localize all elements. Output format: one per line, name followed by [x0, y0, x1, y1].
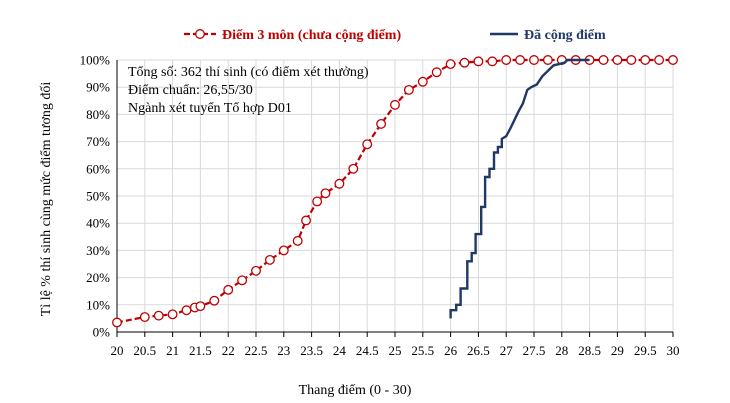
- data-point-3-mon: [278, 245, 289, 256]
- data-point-3-mon: [376, 118, 387, 129]
- data-point-3-mon: [403, 84, 414, 95]
- x-tick-label: 25: [389, 343, 402, 358]
- y-tick-label: 30%: [86, 243, 110, 258]
- x-tick-label: 23.5: [300, 343, 323, 358]
- data-point-3-mon: [167, 309, 178, 320]
- y-tick-label: 90%: [86, 80, 110, 95]
- annotation-cutoff: Điểm chuẩn: 26,55/30: [128, 83, 253, 98]
- y-tick-label: 80%: [86, 107, 110, 122]
- x-tick-label: 28: [555, 343, 568, 358]
- y-tick-label: 60%: [86, 161, 110, 176]
- data-point-3-mon: [529, 55, 539, 65]
- x-tick-label: 23: [277, 343, 290, 358]
- x-tick-label: 27: [500, 343, 514, 358]
- x-tick-label: 21.5: [189, 343, 212, 358]
- data-point-3-mon: [223, 284, 234, 295]
- data-point-3-mon: [348, 163, 359, 174]
- y-tick-label: 50%: [86, 189, 110, 204]
- x-tick-label: 22: [222, 343, 235, 358]
- data-point-3-mon: [301, 215, 311, 226]
- x-tick-label: 24.5: [356, 343, 379, 358]
- data-point-3-mon: [542, 55, 553, 65]
- data-point-3-mon: [209, 295, 220, 306]
- data-point-3-mon: [487, 56, 498, 67]
- y-tick-label: 20%: [86, 270, 110, 285]
- data-point-3-mon: [654, 55, 665, 65]
- y-tick-label: 0%: [93, 325, 111, 340]
- data-point-3-mon: [362, 139, 373, 150]
- legend-label-3-mon: Điểm 3 môn (chưa cộng điểm): [222, 28, 401, 43]
- x-tick-label: 20: [111, 343, 124, 358]
- data-point-3-mon: [153, 310, 164, 321]
- axes: [116, 60, 674, 337]
- legend-marker-3-mon: [195, 29, 205, 39]
- data-point-3-mon: [195, 301, 206, 312]
- annotation-total: Tổng số: 362 thí sinh (có điểm xét thưởn…: [128, 65, 369, 80]
- x-tick-labels: 20 20.5 21 21.5 22 22.5 23 23.5 24 24.5 25 25.5 26 26…: [111, 343, 680, 358]
- data-point-3-mon: [459, 57, 470, 68]
- data-point-3-mon: [515, 55, 526, 65]
- x-tick-label: 20.5: [133, 343, 156, 358]
- y-tick-label: 100%: [80, 53, 111, 68]
- x-tick-label: 29: [611, 343, 624, 358]
- x-tick-label: 29.5: [634, 343, 657, 358]
- data-point-3-mon: [626, 55, 637, 65]
- x-tick-label: 28.5: [578, 343, 601, 358]
- y-axis-title: Tỉ lệ % thí sinh cùng mức điểm tương đối: [39, 82, 54, 317]
- series-layer: [112, 55, 678, 328]
- data-point-3-mon: [501, 55, 512, 65]
- data-point-3-mon: [112, 317, 122, 328]
- data-point-3-mon: [251, 265, 261, 276]
- data-point-3-mon: [668, 55, 678, 65]
- data-point-3-mon: [334, 178, 345, 189]
- data-point-3-mon: [139, 312, 150, 322]
- data-point-3-mon: [640, 55, 651, 65]
- data-point-3-mon: [292, 235, 303, 246]
- data-point-3-mon: [445, 59, 456, 70]
- x-tick-label: 27.5: [523, 343, 546, 358]
- legend: Điểm 3 môn (chưa cộng điểm) Đã cộng điểm: [184, 28, 606, 43]
- data-point-3-mon: [390, 99, 400, 110]
- y-tick-label: 70%: [86, 134, 110, 149]
- data-point-3-mon: [612, 55, 623, 65]
- legend-label-da-cong-diem: Đã cộng điểm: [524, 28, 606, 43]
- data-point-3-mon: [181, 305, 192, 316]
- x-tick-label: 24: [333, 343, 347, 358]
- x-tick-label: 30: [667, 343, 680, 358]
- y-tick-label: 40%: [86, 216, 110, 231]
- x-tick-label: 21: [166, 343, 179, 358]
- x-tick-label: 26.5: [467, 343, 490, 358]
- data-point-3-mon: [237, 275, 248, 286]
- grid: [117, 59, 674, 332]
- data-point-3-mon: [264, 254, 275, 265]
- data-point-3-mon: [312, 196, 323, 207]
- data-point-3-mon: [417, 76, 428, 87]
- data-point-3-mon: [431, 67, 442, 78]
- series-line-da-cong-diem: [449, 58, 590, 319]
- y-tick-labels: 0% 10% 20% 30% 40% 50% 60% 70% 80% 90% 100%: [80, 53, 111, 340]
- y-tick-label: 10%: [86, 297, 110, 312]
- data-point-3-mon: [473, 56, 484, 67]
- annotation-program: Ngành xét tuyển Tổ hợp D01: [128, 101, 292, 116]
- x-tick-label: 25.5: [411, 343, 434, 358]
- x-axis-title: Thang điểm (0 - 30): [299, 383, 412, 398]
- data-point-3-mon: [320, 188, 331, 199]
- data-point-3-mon: [598, 55, 609, 65]
- x-tick-label: 22.5: [245, 343, 268, 358]
- x-tick-label: 26: [444, 343, 458, 358]
